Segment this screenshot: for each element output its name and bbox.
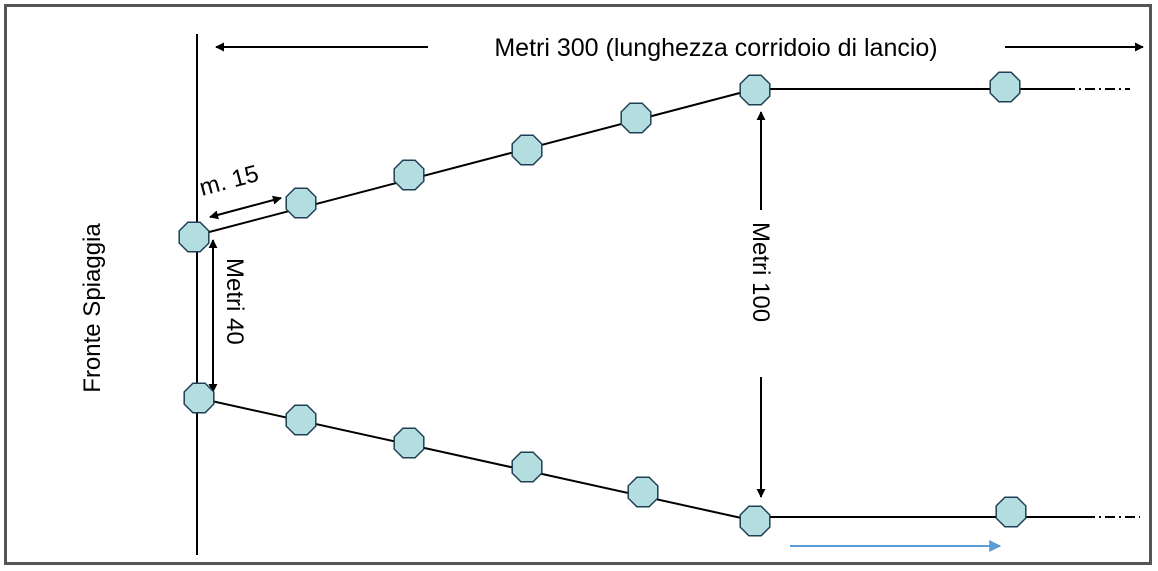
lower-buoy-13	[739, 505, 771, 537]
outer-width-label: Metri 100	[747, 222, 774, 322]
top-dimension-label: Metri 300 (lunghezza corridoio di lancio…	[494, 34, 937, 62]
spacing-label: m. 15	[197, 160, 262, 202]
lower-buoy-12	[627, 476, 659, 508]
diagram-frame	[4, 4, 1152, 565]
upper-buoy-6	[739, 74, 771, 106]
lower-buoy-11	[511, 451, 543, 483]
lower-buoy-9	[285, 404, 317, 436]
upper-buoy-2	[285, 187, 317, 219]
upper-buoy-7	[989, 71, 1021, 103]
upper-diagonal-line	[193, 88, 756, 237]
lower-buoy-14	[995, 496, 1027, 528]
upper-buoy-1	[178, 221, 210, 253]
inner-width-label: Metri 40	[221, 258, 248, 345]
spacing-arrow	[209, 195, 282, 220]
lower-buoy-8	[183, 382, 215, 414]
upper-buoy-4	[511, 134, 543, 166]
lower-buoy-10	[393, 427, 425, 459]
upper-buoy-3	[393, 159, 425, 191]
beach-front-label: Fronte Spiaggia	[79, 223, 106, 393]
lower-diagonal-line	[197, 397, 756, 522]
upper-buoy-5	[620, 102, 652, 134]
buoys	[178, 71, 1027, 537]
